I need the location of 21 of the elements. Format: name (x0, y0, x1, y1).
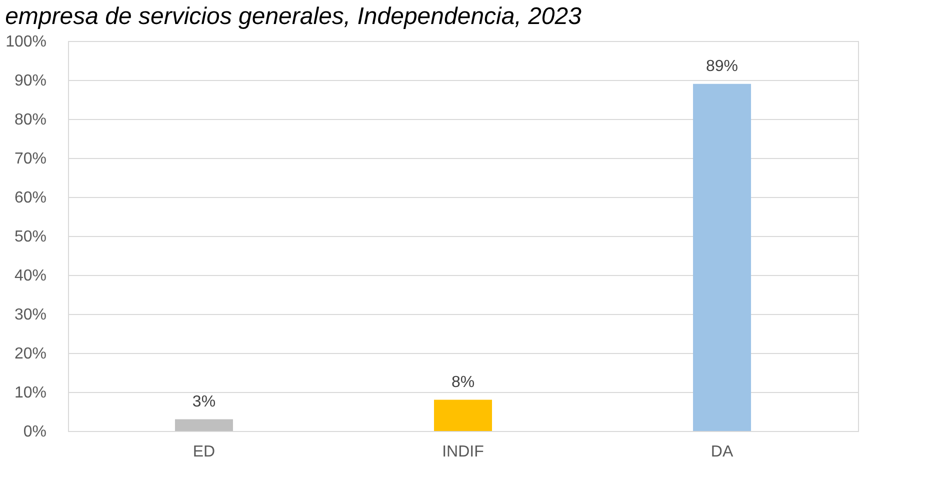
y-tick-label: 50% (14, 228, 46, 246)
chart-title: empresa de servicios generales, Independencia, 2023 (5, 3, 582, 30)
y-tick-label: 40% (14, 268, 46, 284)
y-tick-label: 80% (14, 112, 46, 128)
y-tick-label: 10% (14, 384, 46, 402)
y-tick-label: 0% (23, 424, 46, 440)
bar (434, 400, 492, 431)
data-label: 89% (706, 58, 738, 75)
y-tick-label: 90% (14, 72, 46, 90)
y-tick-label: 60% (14, 190, 46, 206)
y-tick-label: 100% (6, 34, 46, 50)
x-tick-label: DA (710, 444, 734, 460)
bar (174, 419, 233, 431)
x-tick-label: INDIF (442, 444, 484, 460)
data-label: 3% (192, 393, 216, 410)
bar (693, 84, 752, 431)
data-label: 8% (451, 374, 475, 391)
x-tick-label: ED (192, 444, 216, 460)
y-tick-label: 20% (14, 346, 46, 362)
y-tick-label: 70% (14, 150, 46, 168)
y-tick-label: 30% (14, 306, 46, 324)
